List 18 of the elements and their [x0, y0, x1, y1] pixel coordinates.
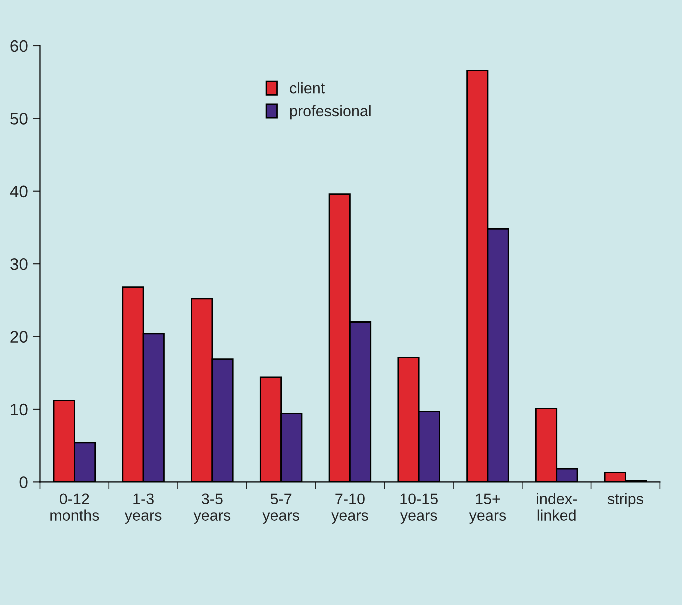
- x-tick-label: 1-3 years: [124, 494, 162, 524]
- x-tick-label: 10-15 years: [400, 494, 438, 524]
- x-tick-label: strips: [608, 493, 644, 508]
- y-tick-label: 0: [20, 476, 28, 488]
- x-tick-label: 15+ years: [469, 494, 506, 524]
- legend-label: professional: [290, 105, 371, 120]
- y-tick-label: 40: [10, 186, 28, 198]
- x-tick-label: 5-7 years: [262, 494, 300, 524]
- y-tick-label: 50: [10, 113, 28, 125]
- y-tick-label: 60: [10, 40, 28, 52]
- y-tick-label: 30: [10, 258, 28, 270]
- x-tick-label: 7-10 years: [332, 494, 368, 524]
- y-tick-label: 10: [11, 404, 28, 416]
- legend-label: client: [290, 82, 326, 94]
- x-tick-label: 0-12 months: [50, 494, 100, 521]
- y-tick-label: 20: [10, 331, 28, 343]
- x-tick-label: index- linked: [537, 493, 577, 521]
- x-tick-label: 3-5 years: [194, 494, 231, 524]
